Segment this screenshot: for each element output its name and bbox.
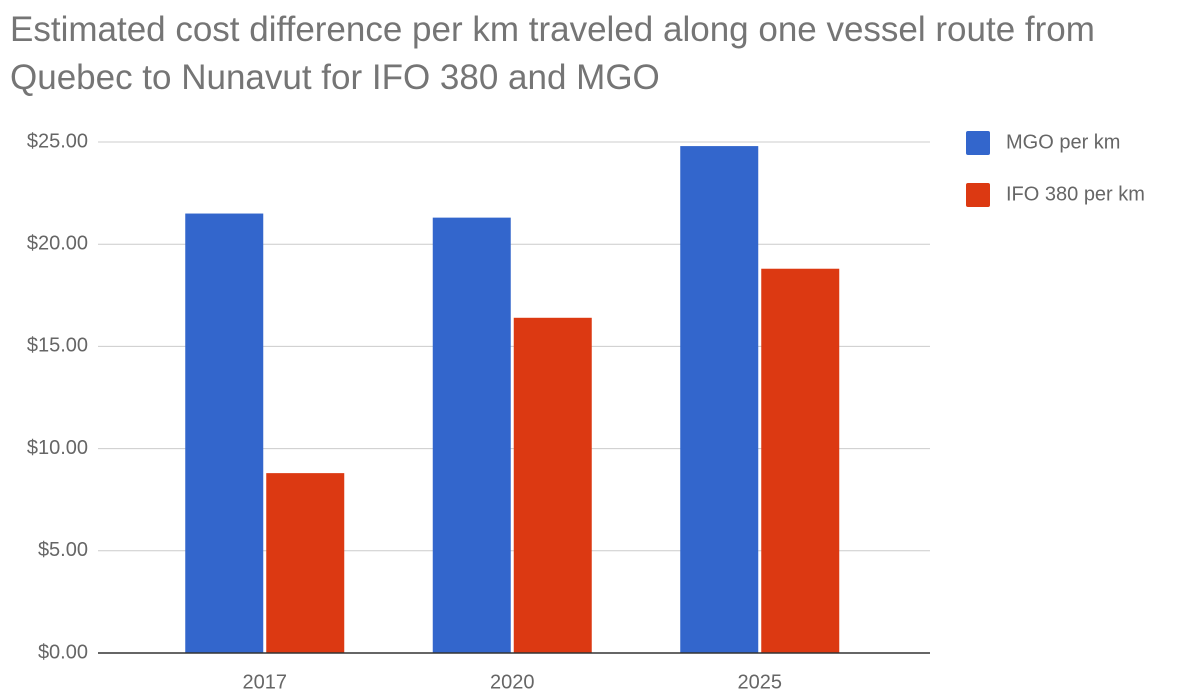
- y-tick-label: $15.00: [27, 335, 88, 357]
- x-tick-label: 2017: [243, 671, 288, 692]
- legend-swatch: [966, 131, 990, 155]
- bar: [432, 217, 511, 654]
- legend-label: IFO 380 per km: [1006, 183, 1145, 205]
- x-tick-label: 2020: [490, 671, 535, 692]
- bar: [513, 317, 592, 653]
- legend-swatch: [966, 183, 990, 207]
- y-tick-label: $10.00: [27, 437, 88, 459]
- legend-label: MGO per km: [1006, 131, 1120, 153]
- y-tick-label: $20.00: [27, 232, 88, 254]
- y-tick-label: $0.00: [38, 641, 88, 663]
- y-tick-label: $25.00: [27, 130, 88, 152]
- y-tick-label: $5.00: [38, 539, 88, 561]
- bar: [266, 473, 345, 653]
- bar: [185, 213, 264, 654]
- bar: [680, 146, 759, 653]
- x-tick-label: 2025: [738, 671, 783, 692]
- chart-title: Estimated cost difference per km travele…: [10, 10, 1095, 97]
- bar: [761, 268, 840, 653]
